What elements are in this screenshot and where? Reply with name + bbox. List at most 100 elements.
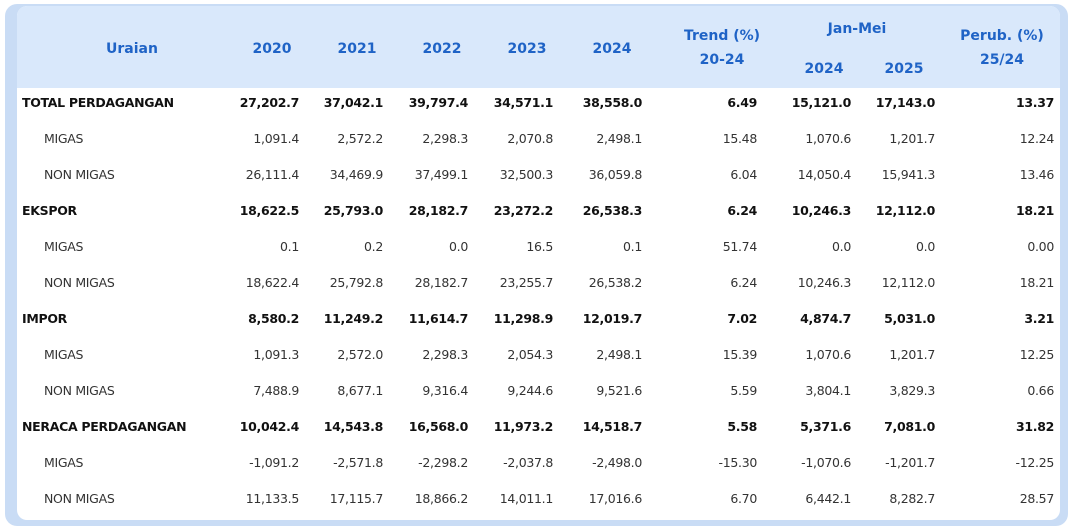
cell-trend: 15.39 <box>722 347 758 362</box>
cell-v2022: 28,182.7 <box>408 203 469 218</box>
cell-v2021: 17,115.7 <box>329 491 384 506</box>
cell-jm2024: 14,050.4 <box>797 167 852 182</box>
header-2023: 2023 <box>507 41 547 57</box>
cell-v2020: -1,091.2 <box>249 455 299 470</box>
cell-v2020: 26,111.4 <box>245 167 300 182</box>
cell-v2024: 17,016.6 <box>588 491 643 506</box>
cell-v2022: 37,499.1 <box>414 167 469 182</box>
cell-v2020: 10,042.4 <box>239 419 300 434</box>
cell-v2023: 34,571.1 <box>493 95 554 110</box>
cell-v2023: 11,298.9 <box>493 311 554 326</box>
cell-v2020: 7,488.9 <box>253 383 299 398</box>
cell-perub: 31.82 <box>1015 419 1054 434</box>
cell-v2024: 14,518.7 <box>582 419 643 434</box>
cell-jm2024: 10,246.3 <box>791 203 852 218</box>
cell-v2021: 0.2 <box>364 239 383 254</box>
cell-v2024: -2,498.0 <box>592 455 642 470</box>
cell-jm2025: 1,201.7 <box>889 347 935 362</box>
cell-jm2025: 7,081.0 <box>884 419 935 434</box>
header-perubahan: Perub. (%) <box>960 28 1044 44</box>
cell-v2024: 38,558.0 <box>582 95 643 110</box>
row-label: MIGAS <box>44 455 84 470</box>
header-2021: 2021 <box>337 41 377 57</box>
cell-v2023: 2,070.8 <box>507 131 553 146</box>
row-label: TOTAL PERDAGANGAN <box>22 95 174 110</box>
cell-v2024: 2,498.1 <box>596 131 642 146</box>
cell-v2022: 9,316.4 <box>422 383 468 398</box>
cell-v2022: 28,182.7 <box>414 275 469 290</box>
cell-v2021: 14,543.8 <box>323 419 384 434</box>
cell-v2024: 9,521.6 <box>596 383 642 398</box>
cell-v2023: 23,272.2 <box>493 203 554 218</box>
cell-perub: 13.37 <box>1015 95 1054 110</box>
cell-trend: 15.48 <box>722 131 758 146</box>
cell-perub: 18.21 <box>1015 203 1054 218</box>
cell-jm2024: 4,874.7 <box>800 311 851 326</box>
cell-v2021: -2,571.8 <box>333 455 383 470</box>
cell-v2024: 2,498.1 <box>596 347 642 362</box>
cell-jm2024: 6,442.1 <box>805 491 851 506</box>
cell-jm2025: 12,112.0 <box>875 203 936 218</box>
row-label: MIGAS <box>44 347 84 362</box>
cell-v2024: 26,538.3 <box>582 203 643 218</box>
row-label: NON MIGAS <box>44 167 115 182</box>
cell-perub: 0.00 <box>1027 239 1054 254</box>
cell-v2023: 16.5 <box>526 239 553 254</box>
cell-perub: -12.25 <box>1015 455 1055 470</box>
cell-perub: 12.25 <box>1019 347 1055 362</box>
row-label: NERACA PERDAGANGAN <box>22 419 187 434</box>
cell-v2022: 2,298.3 <box>422 347 468 362</box>
cell-v2022: 11,614.7 <box>408 311 469 326</box>
header-uraian: Uraian <box>106 41 158 57</box>
cell-jm2025: 1,201.7 <box>889 131 935 146</box>
cell-jm2025: 5,031.0 <box>884 311 935 326</box>
cell-v2022: 2,298.3 <box>422 131 468 146</box>
cell-jm2024: 0.0 <box>832 239 851 254</box>
cell-v2020: 18,622.5 <box>239 203 300 218</box>
header-jm-2025: 2025 <box>884 61 924 77</box>
row-label: IMPOR <box>22 311 68 326</box>
row-label: NON MIGAS <box>44 491 115 506</box>
cell-trend: 6.24 <box>730 275 757 290</box>
cell-v2024: 12,019.7 <box>582 311 643 326</box>
row-label: NON MIGAS <box>44 383 115 398</box>
header-trend: Trend (%) <box>683 28 761 44</box>
cell-perub: 0.66 <box>1027 383 1054 398</box>
cell-v2021: 34,469.9 <box>329 167 384 182</box>
cell-v2021: 8,677.1 <box>337 383 383 398</box>
cell-v2020: 0.1 <box>280 239 299 254</box>
cell-trend: 6.70 <box>730 491 757 506</box>
cell-v2023: 23,255.7 <box>499 275 554 290</box>
cell-v2024: 26,538.2 <box>588 275 643 290</box>
cell-trend: 5.59 <box>730 383 757 398</box>
cell-v2020: 27,202.7 <box>239 95 300 110</box>
cell-v2021: 2,572.2 <box>337 131 383 146</box>
cell-v2020: 18,622.4 <box>245 275 300 290</box>
cell-v2021: 25,792.8 <box>329 275 384 290</box>
cell-v2020: 1,091.3 <box>253 347 299 362</box>
cell-v2021: 25,793.0 <box>323 203 384 218</box>
row-label: NON MIGAS <box>44 275 115 290</box>
cell-jm2024: 5,371.6 <box>800 419 851 434</box>
cell-v2024: 36,059.8 <box>588 167 643 182</box>
cell-jm2024: -1,070.6 <box>801 455 851 470</box>
header-2020: 2020 <box>252 41 292 57</box>
cell-jm2024: 15,121.0 <box>791 95 852 110</box>
cell-v2023: 9,244.6 <box>507 383 553 398</box>
cell-v2022: 0.0 <box>449 239 468 254</box>
cell-perub: 18.21 <box>1019 275 1055 290</box>
cell-jm2024: 1,070.6 <box>805 347 851 362</box>
cell-trend: 7.02 <box>727 311 757 326</box>
cell-jm2025: 8,282.7 <box>889 491 935 506</box>
cell-perub: 28.57 <box>1019 491 1055 506</box>
cell-trend: 6.49 <box>727 95 757 110</box>
table-frame: Uraian 2020 2021 2022 2023 2024 Trend (%… <box>5 4 1068 526</box>
cell-perub: 12.24 <box>1019 131 1055 146</box>
cell-jm2024: 3,804.1 <box>805 383 851 398</box>
row-label: MIGAS <box>44 131 84 146</box>
cell-v2024: 0.1 <box>623 239 642 254</box>
cell-v2022: 16,568.0 <box>408 419 469 434</box>
header-2024: 2024 <box>592 41 632 57</box>
cell-jm2024: 1,070.6 <box>805 131 851 146</box>
cell-v2021: 37,042.1 <box>323 95 384 110</box>
